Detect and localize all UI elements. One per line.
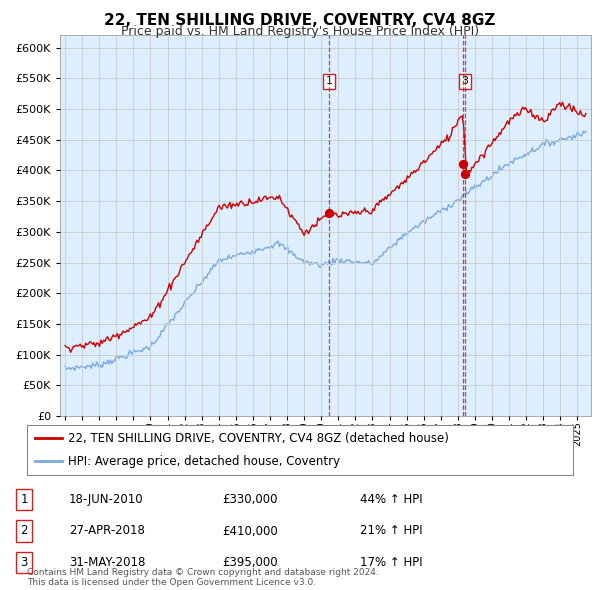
Text: 22, TEN SHILLING DRIVE, COVENTRY, CV4 8GZ (detached house): 22, TEN SHILLING DRIVE, COVENTRY, CV4 8G… [68,432,449,445]
Text: 31-MAY-2018: 31-MAY-2018 [69,556,145,569]
Text: Price paid vs. HM Land Registry's House Price Index (HPI): Price paid vs. HM Land Registry's House … [121,25,479,38]
Text: 3: 3 [461,77,469,86]
Text: 18-JUN-2010: 18-JUN-2010 [69,493,143,506]
Text: 22, TEN SHILLING DRIVE, COVENTRY, CV4 8GZ: 22, TEN SHILLING DRIVE, COVENTRY, CV4 8G… [104,13,496,28]
Text: 27-APR-2018: 27-APR-2018 [69,525,145,537]
Text: £395,000: £395,000 [222,556,278,569]
Text: 2: 2 [20,525,28,537]
Text: £330,000: £330,000 [222,493,277,506]
Text: 3: 3 [20,556,28,569]
Text: Contains HM Land Registry data © Crown copyright and database right 2024.
This d: Contains HM Land Registry data © Crown c… [27,568,379,587]
Text: £410,000: £410,000 [222,525,278,537]
Text: 17% ↑ HPI: 17% ↑ HPI [360,556,422,569]
Point [458,159,468,169]
Text: HPI: Average price, detached house, Coventry: HPI: Average price, detached house, Cove… [68,455,340,468]
Text: 1: 1 [20,493,28,506]
Point [460,169,470,178]
Text: 1: 1 [326,77,332,86]
Text: 21% ↑ HPI: 21% ↑ HPI [360,525,422,537]
Text: 44% ↑ HPI: 44% ↑ HPI [360,493,422,506]
Point [324,209,334,218]
